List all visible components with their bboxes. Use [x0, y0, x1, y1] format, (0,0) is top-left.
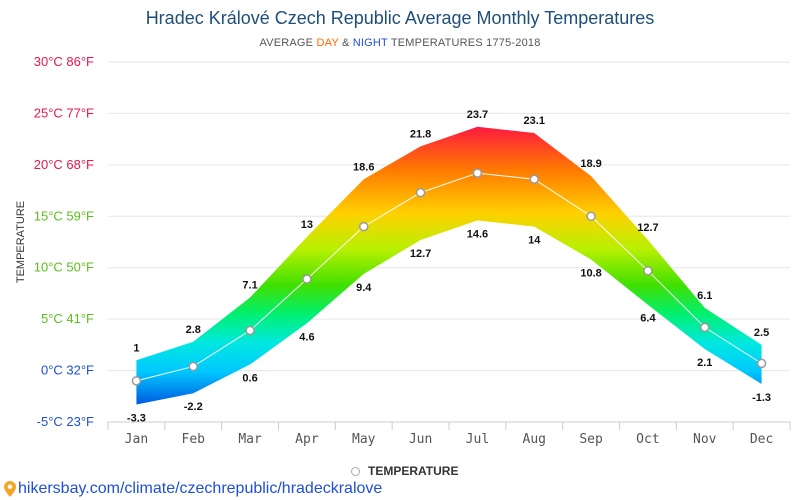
day-value-label: 21.8	[410, 128, 431, 140]
day-night-range-area	[136, 126, 762, 405]
circle-marker-icon	[351, 466, 360, 476]
day-value-label: 7.1	[242, 280, 257, 292]
mean-point	[359, 221, 369, 232]
day-value-label: 18.9	[580, 158, 601, 170]
y-tick-label: -5°C 23°F	[37, 414, 94, 429]
night-value-label: -2.2	[184, 401, 203, 413]
mean-point	[756, 358, 767, 369]
mean-point	[643, 266, 653, 276]
location-pin-icon	[4, 481, 16, 497]
night-value-label: 4.6	[299, 331, 314, 343]
x-tick-label: Jul	[466, 432, 489, 447]
y-tick-label: 0°C 32°F	[41, 363, 94, 378]
night-value-label: 12.7	[410, 248, 431, 260]
legend-label: TEMPERATURE	[368, 464, 459, 478]
x-tick-label: Jun	[409, 432, 432, 447]
mean-temperature-line	[131, 168, 767, 386]
y-tick-label: 25°C 77°F	[34, 105, 94, 120]
night-value-label: -3.3	[127, 413, 146, 425]
mean-point	[529, 174, 539, 185]
night-value-label: 10.8	[580, 267, 601, 279]
y-tick-label: 30°C 86°F	[34, 54, 94, 69]
x-tick-label: Aug	[523, 432, 546, 447]
night-value-label: 0.6	[242, 372, 257, 384]
mean-point	[245, 325, 255, 336]
chart-title: Hradec Králové Czech Republic Average Mo…	[145, 8, 655, 28]
y-tick-label: 20°C 68°F	[34, 157, 94, 172]
mean-line	[136, 172, 762, 382]
mean-point	[700, 322, 710, 333]
mean-point	[586, 211, 596, 222]
y-axis-title: TEMPERATURE	[15, 201, 27, 283]
x-tick-label: Feb	[182, 432, 206, 447]
subtitle-mid: &	[338, 37, 353, 49]
day-value-label: 12.7	[637, 222, 658, 234]
night-value-label: 6.4	[640, 313, 656, 325]
mean-point	[188, 361, 198, 372]
night-value-label: 14.6	[467, 228, 488, 240]
day-value-label: 2.5	[754, 327, 769, 339]
temperature-band	[136, 126, 762, 405]
night-value-label: 9.4	[356, 282, 372, 294]
x-tick-label: Nov	[693, 432, 717, 447]
night-value-label: -1.3	[752, 392, 771, 404]
x-tick-label: May	[352, 432, 376, 447]
x-tick-label: Sep	[579, 432, 603, 447]
mean-point	[415, 187, 426, 198]
subtitle-prefix: AVERAGE	[259, 37, 317, 49]
subtitle-day: DAY	[316, 37, 339, 49]
x-tick-label: Mar	[238, 432, 262, 447]
day-value-label: 2.8	[186, 324, 201, 336]
source-link[interactable]: hikersbay.com/climate/czechrepublic/hrad…	[4, 480, 382, 498]
day-value-label: 18.6	[353, 161, 374, 173]
y-tick-label: 10°C 50°F	[34, 260, 94, 275]
night-value-label: 2.1	[697, 357, 712, 369]
x-tick-label: Jan	[125, 432, 148, 447]
mean-point	[131, 376, 142, 386]
chart-legend[interactable]: TEMPERATURE	[351, 464, 458, 478]
x-tick-label: Apr	[295, 432, 319, 447]
day-value-label: 23.7	[467, 109, 488, 121]
value-labels: 1 2.8 7.1 13 18.6 21.8 23.7 23.1 18.9 12.7 6.1 2.5 -…	[127, 109, 771, 425]
axes: TEMPERATURE 30°C 86°F 25°C 77°F 20°C 68°F 1…	[15, 54, 791, 447]
day-value-label: 23.1	[524, 115, 545, 127]
day-value-label: 1	[133, 342, 139, 354]
y-tick-label: 15°C 59°F	[34, 208, 94, 223]
source-url[interactable]: hikersbay.com/climate/czechrepublic/hrad…	[18, 480, 383, 497]
night-value-label: 14	[528, 235, 541, 247]
subtitle-night: NIGHT	[352, 37, 388, 49]
day-value-label: 13	[301, 219, 313, 231]
mean-point	[302, 274, 312, 284]
x-tick-label: Oct	[636, 432, 659, 447]
y-tick-label: 5°C 41°F	[41, 311, 94, 326]
mean-point	[472, 168, 483, 178]
day-value-label: 6.1	[697, 290, 712, 302]
chart-subtitle: AVERAGE DAY & NIGHT TEMPERATURES 1775-20…	[0, 37, 800, 49]
x-tick-label: Dec	[750, 432, 773, 447]
subtitle-suffix: TEMPERATURES 1775-2018	[387, 37, 541, 49]
